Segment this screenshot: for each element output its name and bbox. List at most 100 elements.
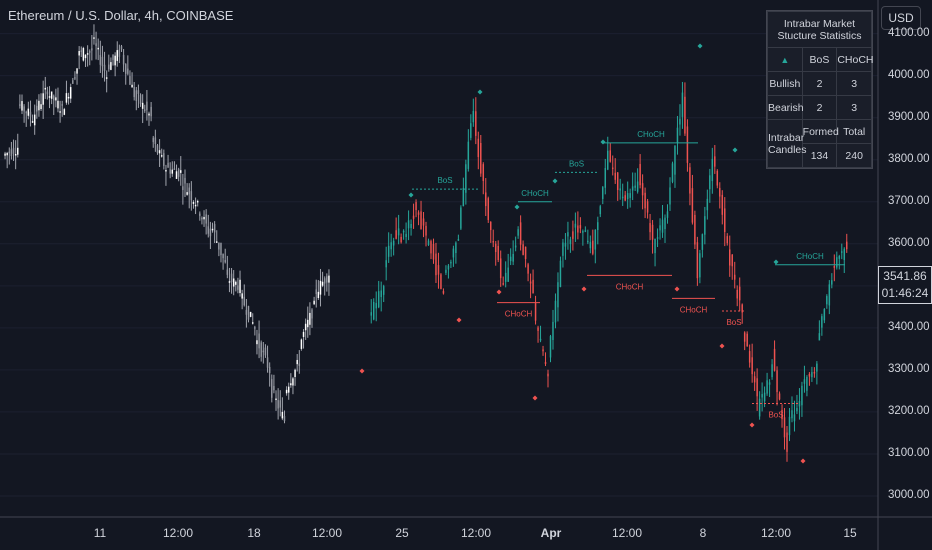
history-candle-body [78, 51, 80, 56]
history-candle-body [82, 48, 85, 61]
history-candle-body [80, 50, 83, 52]
stats-formed-value: 134 [801, 143, 838, 168]
history-candle-body [21, 101, 23, 111]
history-candle-body [245, 309, 248, 315]
intrabar-candle-body [791, 410, 793, 419]
history-candle-body [10, 149, 13, 157]
history-candle-body [72, 80, 74, 84]
price-tick-label: 3700.00 [888, 194, 930, 207]
history-candle-body [194, 204, 197, 207]
swing-marker [719, 343, 725, 349]
stats-bullish-bos: 2 [801, 71, 838, 96]
intrabar-candle-body [385, 260, 387, 268]
intrabar-candle-body [497, 245, 499, 260]
intrabar-candle-body [841, 251, 843, 253]
history-candle-body [173, 168, 176, 170]
intrabar-candle-body [504, 272, 507, 282]
intrabar-candle-body [793, 414, 796, 422]
history-candle-body [67, 96, 70, 99]
swing-marker [800, 458, 806, 464]
history-candle-body [42, 93, 44, 105]
currency-button[interactable]: USD [881, 6, 921, 30]
intrabar-candle-body [619, 188, 621, 191]
intrabar-candle-body [549, 336, 552, 358]
history-candle-body [118, 49, 121, 57]
intrabar-candle-body [442, 291, 445, 294]
history-candle-body [256, 340, 258, 345]
history-candle-body [279, 400, 281, 408]
history-candle-body [177, 169, 180, 177]
intrabar-candle-body [753, 376, 756, 383]
history-candle-body [29, 111, 32, 117]
history-candle-body [266, 357, 269, 368]
history-candle-body [133, 87, 135, 98]
intrabar-candle-body [811, 372, 813, 378]
intrabar-candle-body [674, 145, 676, 175]
history-candle-body [76, 68, 78, 74]
intrabar-candle-body [392, 240, 395, 246]
history-candle-body [156, 145, 159, 153]
intrabar-candle-body [547, 373, 549, 377]
history-candle-body [275, 398, 277, 401]
history-candle-body [232, 278, 235, 287]
intrabar-candle-body [614, 172, 616, 180]
swing-marker [514, 204, 520, 210]
history-candle-body [319, 280, 322, 295]
intrabar-candle-body [452, 248, 455, 258]
history-candle-body [93, 37, 95, 39]
swing-marker [581, 286, 587, 292]
intrabar-candle-body [552, 321, 554, 341]
intrabar-candle-body [846, 241, 848, 250]
history-candle-body [69, 87, 72, 99]
history-candle-body [184, 177, 186, 184]
chart-title: Ethereum / U.S. Dollar, 4h, COINBASE [8, 8, 234, 23]
history-candle-body [317, 291, 320, 299]
history-candle-body [14, 153, 17, 156]
history-candle-body [283, 416, 286, 422]
intrabar-candle-body [470, 123, 472, 138]
history-candle-body [230, 273, 233, 283]
history-candle-body [237, 285, 239, 290]
intrabar-candle-body [477, 138, 480, 158]
intrabar-candle-body [816, 363, 818, 372]
intrabar-candle-body [756, 378, 758, 397]
intrabar-candle-body [582, 231, 584, 233]
intrabar-candle-body [778, 393, 781, 400]
intrabar-candle-body [494, 243, 497, 253]
intrabar-candle-body [489, 221, 492, 231]
intrabar-candle-body [569, 239, 572, 245]
history-candle-body [321, 281, 324, 286]
history-candle-body [271, 379, 273, 398]
structure-label: CHoCH [505, 310, 533, 319]
intrabar-candle-body [377, 291, 380, 308]
intrabar-candle-body [724, 208, 726, 232]
history-candle-body [205, 214, 207, 224]
intrabar-candle-body [831, 280, 833, 285]
swing-marker [732, 147, 738, 153]
intrabar-candle-body [430, 241, 432, 254]
price-tick-label: 3100.00 [888, 446, 930, 459]
history-candle-body [309, 312, 311, 325]
intrabar-candle-body [649, 223, 651, 233]
history-candle-body [216, 241, 218, 243]
market-structure-stats-table: Intrabar Market Stucture Statistics ▲ Bo… [766, 10, 873, 169]
history-candle-body [150, 106, 152, 117]
history-candle-body [103, 64, 106, 71]
intrabar-candle-body [427, 240, 430, 245]
intrabar-candle-body [656, 237, 659, 239]
history-candle-body [114, 55, 116, 66]
intrabar-candle-body [651, 224, 654, 240]
time-tick-label: 8 [699, 526, 707, 540]
history-candle-body [290, 383, 292, 386]
history-candle-body [97, 47, 99, 50]
time-tick-label: 12:00 [311, 526, 343, 540]
intrabar-candle-body [407, 220, 410, 229]
history-candle-body [196, 200, 199, 203]
intrabar-candle-body [602, 187, 604, 199]
history-candle-body [287, 386, 290, 393]
history-candle-body [88, 51, 91, 53]
history-candle-body [6, 153, 8, 156]
history-candle-body [53, 95, 55, 101]
history-candle-body [186, 192, 188, 195]
intrabar-candle-body [432, 243, 435, 260]
